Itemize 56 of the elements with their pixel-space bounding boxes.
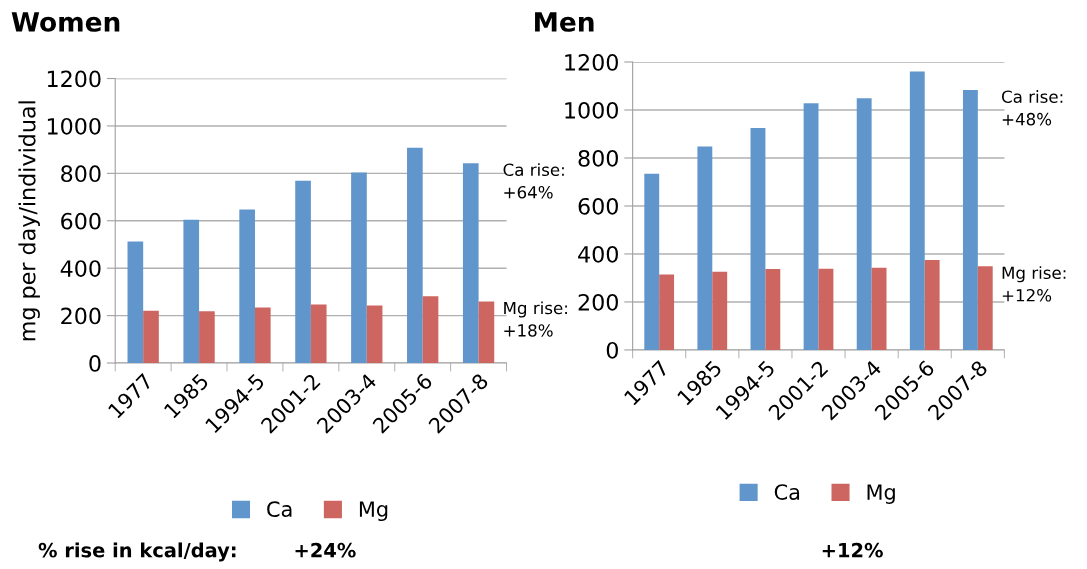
legend-label: Mg bbox=[359, 501, 388, 522]
annotation: Ca rise: +48% bbox=[1001, 90, 1063, 126]
y-tick-label: 1000 bbox=[565, 101, 618, 119]
y-tick-label: 400 bbox=[578, 245, 618, 263]
y-tick-label: 600 bbox=[61, 212, 101, 230]
legend-label: Ca bbox=[774, 484, 800, 500]
y-tick-label: 800 bbox=[578, 149, 618, 167]
text: +24% bbox=[295, 542, 356, 558]
bar bbox=[712, 271, 728, 350]
bar bbox=[765, 269, 781, 350]
y-axis-title: mg per day/individual bbox=[18, 101, 40, 341]
chart-title: Men bbox=[535, 12, 594, 32]
bar bbox=[143, 310, 159, 364]
bar bbox=[422, 296, 439, 364]
y-tick-label: 400 bbox=[60, 260, 101, 277]
y-tick-label: 0 bbox=[606, 341, 618, 359]
bar bbox=[199, 311, 215, 364]
annotation: Mg rise: +18% bbox=[504, 301, 567, 337]
bar bbox=[924, 259, 940, 350]
bar bbox=[462, 163, 479, 364]
text: +12% bbox=[822, 542, 883, 558]
y-tick-label: 200 bbox=[578, 293, 618, 311]
bar bbox=[909, 71, 925, 350]
y-tick-label: 800 bbox=[61, 165, 101, 183]
bar bbox=[750, 128, 766, 350]
bar bbox=[659, 274, 675, 350]
y-tick-label: 200 bbox=[61, 307, 101, 325]
legend-label: Ca bbox=[267, 501, 292, 518]
bar bbox=[183, 219, 200, 364]
y-tick-label: 1000 bbox=[47, 117, 101, 135]
bar bbox=[697, 146, 713, 350]
bar bbox=[803, 103, 819, 350]
bar bbox=[644, 173, 660, 350]
bar bbox=[871, 267, 887, 350]
text: % rise in kcal/day: bbox=[38, 542, 236, 562]
y-tick-label: 1200 bbox=[47, 70, 101, 88]
bar bbox=[295, 180, 311, 364]
bar bbox=[856, 98, 872, 350]
y-tick-label: 1200 bbox=[565, 53, 618, 71]
bar bbox=[478, 301, 495, 364]
chart-title: Women bbox=[11, 12, 120, 32]
bar bbox=[407, 147, 423, 364]
bar bbox=[366, 305, 383, 364]
bar bbox=[239, 209, 255, 364]
bar bbox=[977, 266, 993, 350]
bar bbox=[254, 307, 271, 364]
bar bbox=[351, 172, 367, 364]
bar bbox=[310, 304, 327, 364]
y-tick-label: 0 bbox=[89, 354, 101, 372]
bar bbox=[818, 268, 834, 350]
annotation: Mg rise: +12% bbox=[1002, 266, 1066, 302]
legend-label: Mg bbox=[867, 484, 895, 504]
bar bbox=[127, 241, 144, 364]
y-tick-label: 600 bbox=[578, 197, 618, 215]
bar bbox=[962, 90, 978, 350]
annotation: Ca rise: +64% bbox=[503, 163, 564, 199]
